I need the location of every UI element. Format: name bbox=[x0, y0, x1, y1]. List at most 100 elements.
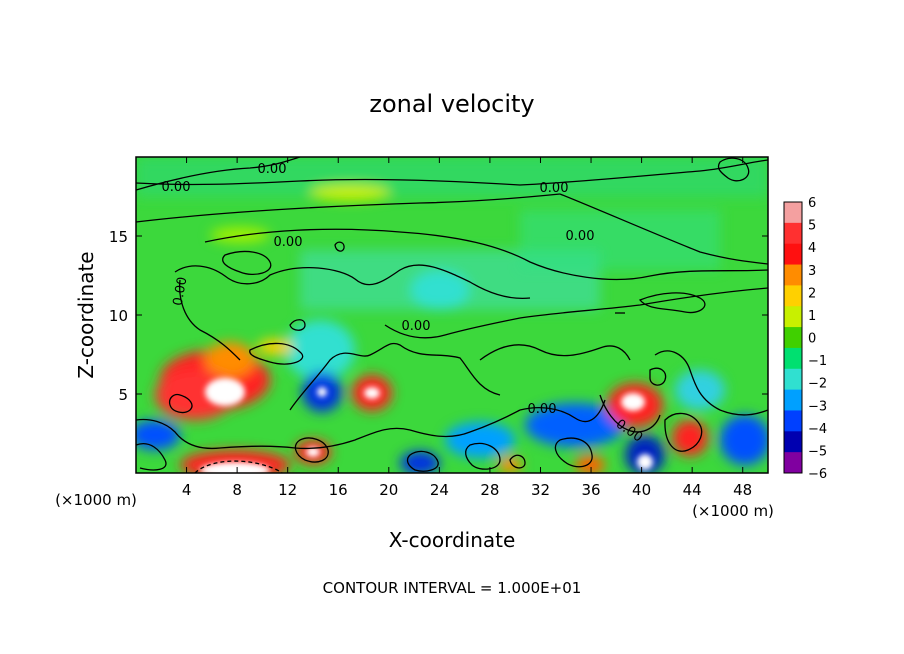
contour-label: 0.00 bbox=[566, 229, 595, 244]
colorbar-swatch bbox=[784, 222, 802, 245]
x-tick-label: 28 bbox=[480, 481, 499, 499]
contour-lines bbox=[136, 157, 768, 473]
field-orange-patch bbox=[498, 457, 522, 473]
y-axis-ticks bbox=[136, 235, 768, 395]
y-tick-labels: 5 10 15 bbox=[109, 228, 128, 404]
contour-line bbox=[554, 437, 593, 468]
x-axis-ticks bbox=[186, 157, 744, 473]
field-orange-patch bbox=[575, 455, 605, 473]
field-blue-patch bbox=[400, 451, 440, 473]
contour-line bbox=[519, 399, 606, 423]
colorbar bbox=[783, 201, 803, 474]
contour-line bbox=[136, 193, 561, 223]
hotspot-white bbox=[205, 378, 245, 406]
contour-line bbox=[204, 228, 768, 281]
y-axis-label: Z-coordinate bbox=[74, 251, 98, 378]
heatmap-field bbox=[136, 157, 768, 473]
contour-line bbox=[479, 344, 631, 361]
x-tick-label: 20 bbox=[379, 481, 398, 499]
hotspot-white bbox=[306, 447, 320, 457]
contour-line bbox=[599, 394, 661, 433]
x-tick-label: 40 bbox=[632, 481, 651, 499]
contour-line bbox=[136, 409, 521, 450]
field-yellow-patch bbox=[257, 339, 293, 355]
field-band-mid-right bbox=[520, 210, 720, 270]
field-cyan-patch bbox=[675, 370, 725, 410]
contour-line bbox=[136, 159, 768, 186]
contour-line bbox=[406, 450, 439, 472]
colorbar-tick-label: −2 bbox=[808, 377, 827, 392]
field-yellow-patch bbox=[210, 227, 270, 243]
contour-label: 0.00 bbox=[540, 181, 569, 196]
contour-line bbox=[717, 157, 750, 182]
contour-line bbox=[289, 342, 501, 411]
colorbar-swatch bbox=[784, 285, 802, 307]
colorbar-frame bbox=[783, 201, 803, 474]
x-tick-label: 4 bbox=[182, 481, 192, 499]
field-band-upper bbox=[136, 157, 768, 197]
chart-title: zonal velocity bbox=[369, 90, 534, 118]
x-tick-label: 32 bbox=[531, 481, 550, 499]
contour-label: 0.00 bbox=[162, 180, 191, 195]
contour-label: 0.00 bbox=[258, 162, 287, 177]
x-tick-label: 24 bbox=[430, 481, 449, 499]
contour-line bbox=[654, 350, 768, 416]
contour-line bbox=[174, 264, 531, 300]
contour-line bbox=[289, 319, 306, 331]
field-cyan-patch bbox=[285, 320, 355, 380]
contour-line bbox=[179, 279, 241, 361]
x-unit-label-left: (×1000 m) bbox=[55, 491, 137, 509]
hotspot-white bbox=[200, 462, 270, 473]
colorbar-tick-label: −1 bbox=[808, 354, 827, 369]
contour-label: 0.00 bbox=[274, 235, 303, 250]
contour-line bbox=[136, 443, 167, 471]
field-blue-patch bbox=[720, 415, 768, 465]
contour-line-dashed bbox=[194, 460, 283, 473]
hotspot-white bbox=[364, 387, 380, 399]
colorbar-tick-label: −3 bbox=[808, 399, 827, 414]
contour-label: 0.00 bbox=[402, 319, 431, 334]
contour-interval-note: CONTOUR INTERVAL = 1.000E+01 bbox=[323, 579, 582, 597]
x-tick-label: 12 bbox=[278, 481, 297, 499]
colorbar-swatch bbox=[784, 389, 802, 411]
colorbar-tick-label: 4 bbox=[808, 241, 816, 256]
contour-line bbox=[222, 250, 272, 276]
colorbar-swatch bbox=[784, 306, 802, 328]
x-tick-label: 8 bbox=[232, 481, 242, 499]
plot-area: 0.00 0.00 0.00 0.00 0.00 0.00 0.00 0.00 … bbox=[136, 157, 768, 473]
heatmap-background bbox=[136, 157, 768, 473]
colorbar-swatch bbox=[784, 264, 802, 286]
colorbar-tick-label: 6 bbox=[808, 196, 816, 211]
contour-line bbox=[249, 342, 304, 365]
contour-line bbox=[509, 454, 526, 469]
field-orange-patch bbox=[205, 342, 255, 378]
contour-line bbox=[649, 367, 667, 386]
y-tick-label: 10 bbox=[109, 307, 128, 325]
colorbar-swatch bbox=[784, 452, 802, 474]
field-blue-patch bbox=[445, 422, 515, 458]
colorbar-tick-label: 0 bbox=[808, 332, 816, 347]
x-tick-label: 16 bbox=[329, 481, 348, 499]
colorbar-tick-label: −6 bbox=[808, 467, 827, 482]
field-blue-patch bbox=[525, 403, 625, 447]
y-tick-label: 15 bbox=[109, 228, 128, 246]
colorbar-tick-label: −5 bbox=[808, 444, 827, 459]
colorbar-swatch bbox=[784, 327, 802, 349]
colorbar-tick-label: 3 bbox=[808, 264, 816, 279]
x-axis-label: X-coordinate bbox=[389, 528, 516, 552]
contour-line bbox=[664, 412, 703, 452]
colorbar-swatch bbox=[784, 243, 802, 266]
contour-line bbox=[465, 442, 501, 470]
hotspot-white bbox=[317, 387, 327, 397]
field-cyan-patch bbox=[410, 270, 470, 310]
field-red-patch bbox=[672, 420, 708, 456]
colorbar-tick-label: 2 bbox=[808, 286, 816, 301]
contour-line bbox=[638, 292, 706, 314]
x-unit-label-right: (×1000 m) bbox=[692, 502, 774, 520]
colorbar-swatch bbox=[784, 431, 802, 453]
colorbar-swatch bbox=[784, 410, 802, 432]
colorbar-swatch bbox=[784, 347, 802, 370]
x-tick-label: 48 bbox=[733, 481, 752, 499]
field-yellow-patch bbox=[310, 185, 390, 201]
